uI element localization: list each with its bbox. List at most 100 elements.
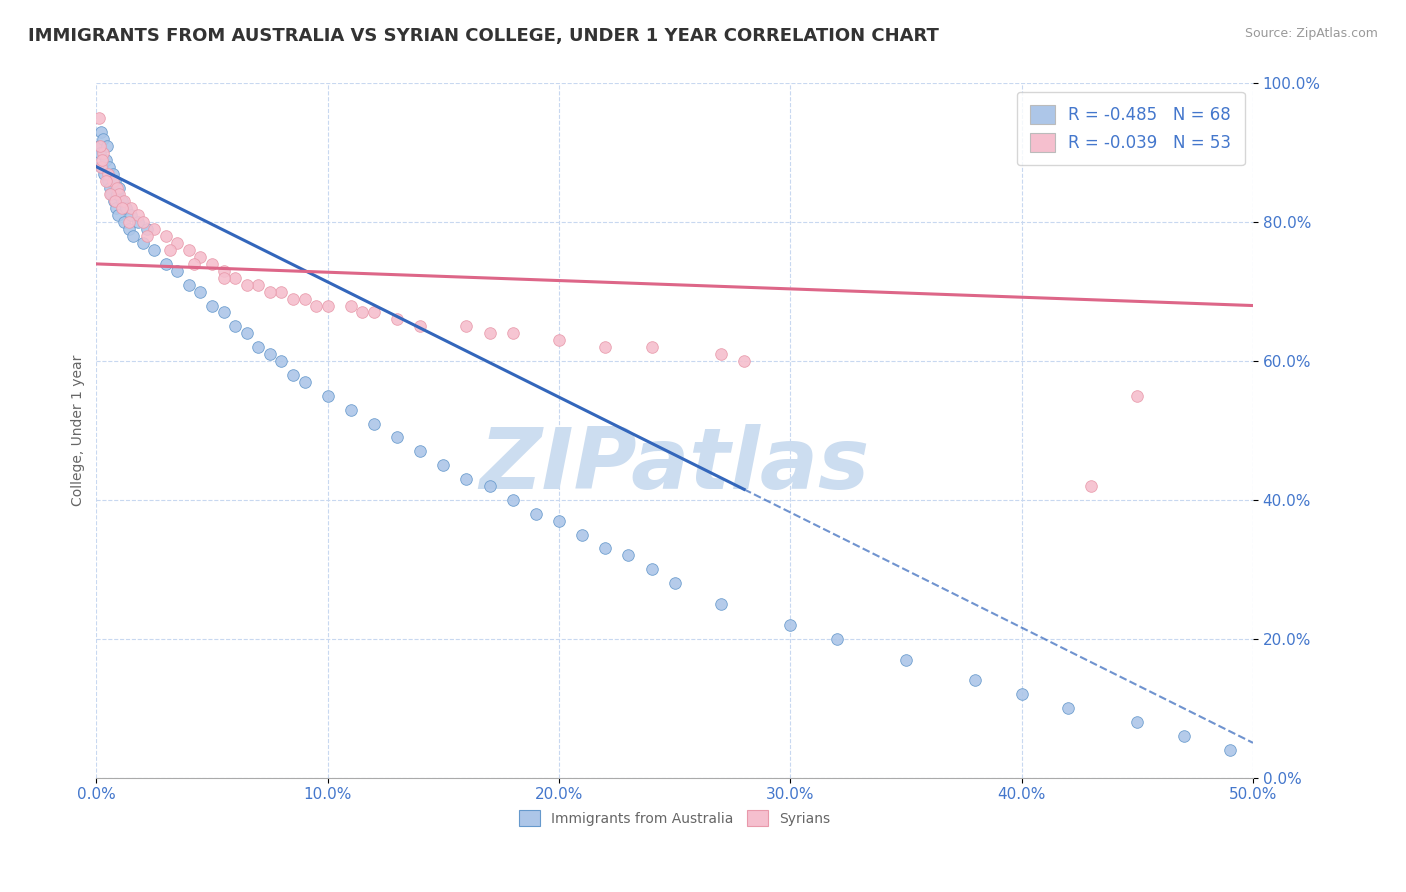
Point	[91, 145, 114, 160]
Point	[212, 264, 235, 278]
Point	[259, 347, 281, 361]
Point	[363, 305, 385, 319]
Point	[316, 299, 339, 313]
Point	[1011, 687, 1033, 701]
Point	[120, 202, 142, 216]
Point	[259, 285, 281, 299]
Point	[548, 333, 571, 347]
Point	[112, 215, 135, 229]
Point	[91, 153, 114, 167]
Point	[104, 173, 127, 187]
Point	[177, 243, 200, 257]
Legend: Immigrants from Australia, Syrians: Immigrants from Australia, Syrians	[512, 803, 837, 833]
Point	[97, 167, 120, 181]
Point	[159, 243, 181, 257]
Point	[155, 229, 177, 244]
Point	[115, 202, 138, 216]
Point	[593, 340, 616, 354]
Point	[593, 541, 616, 556]
Point	[190, 285, 212, 299]
Point	[281, 292, 304, 306]
Point	[143, 243, 166, 257]
Point	[166, 264, 188, 278]
Point	[201, 299, 224, 313]
Point	[316, 389, 339, 403]
Point	[212, 305, 235, 319]
Point	[143, 222, 166, 236]
Point	[224, 270, 246, 285]
Point	[779, 617, 801, 632]
Point	[363, 417, 385, 431]
Point	[118, 215, 141, 229]
Point	[166, 236, 188, 251]
Point	[664, 576, 686, 591]
Point	[136, 229, 159, 244]
Point	[103, 194, 125, 209]
Point	[127, 208, 149, 222]
Point	[183, 257, 205, 271]
Point	[1126, 714, 1149, 729]
Point	[502, 492, 524, 507]
Point	[965, 673, 987, 688]
Point	[104, 194, 127, 209]
Point	[305, 299, 328, 313]
Point	[97, 173, 120, 187]
Point	[294, 292, 316, 306]
Point	[136, 222, 159, 236]
Point	[235, 326, 257, 341]
Point	[108, 180, 131, 194]
Point	[212, 270, 235, 285]
Point	[640, 340, 662, 354]
Point	[409, 444, 432, 458]
Point	[91, 132, 114, 146]
Point	[100, 187, 122, 202]
Point	[894, 652, 917, 666]
Point	[281, 368, 304, 382]
Point	[101, 173, 124, 187]
Point	[89, 145, 111, 160]
Point	[733, 354, 755, 368]
Point	[502, 326, 524, 341]
Point	[111, 202, 134, 216]
Point	[90, 160, 112, 174]
Point	[1080, 479, 1102, 493]
Point	[456, 472, 478, 486]
Point	[190, 250, 212, 264]
Text: Source: ZipAtlas.com: Source: ZipAtlas.com	[1244, 27, 1378, 40]
Point	[385, 312, 408, 326]
Point	[87, 139, 110, 153]
Point	[617, 549, 640, 563]
Point	[524, 507, 547, 521]
Point	[270, 285, 292, 299]
Point	[352, 305, 374, 319]
Point	[548, 514, 571, 528]
Point	[1126, 389, 1149, 403]
Point	[112, 194, 135, 209]
Point	[118, 222, 141, 236]
Point	[201, 257, 224, 271]
Point	[107, 208, 129, 222]
Point	[105, 180, 128, 194]
Point	[409, 319, 432, 334]
Point	[340, 299, 363, 313]
Point	[432, 458, 454, 473]
Point	[94, 153, 117, 167]
Point	[98, 187, 121, 202]
Point	[294, 375, 316, 389]
Point	[94, 173, 117, 187]
Point	[111, 194, 134, 209]
Point	[825, 632, 848, 646]
Point	[177, 277, 200, 292]
Point	[90, 125, 112, 139]
Point	[478, 326, 501, 341]
Point	[131, 215, 153, 229]
Point	[224, 319, 246, 334]
Point	[571, 527, 593, 541]
Point	[87, 111, 110, 125]
Text: IMMIGRANTS FROM AUSTRALIA VS SYRIAN COLLEGE, UNDER 1 YEAR CORRELATION CHART: IMMIGRANTS FROM AUSTRALIA VS SYRIAN COLL…	[28, 27, 939, 45]
Point	[385, 430, 408, 444]
Point	[456, 319, 478, 334]
Point	[270, 354, 292, 368]
Point	[96, 139, 118, 153]
Point	[120, 208, 142, 222]
